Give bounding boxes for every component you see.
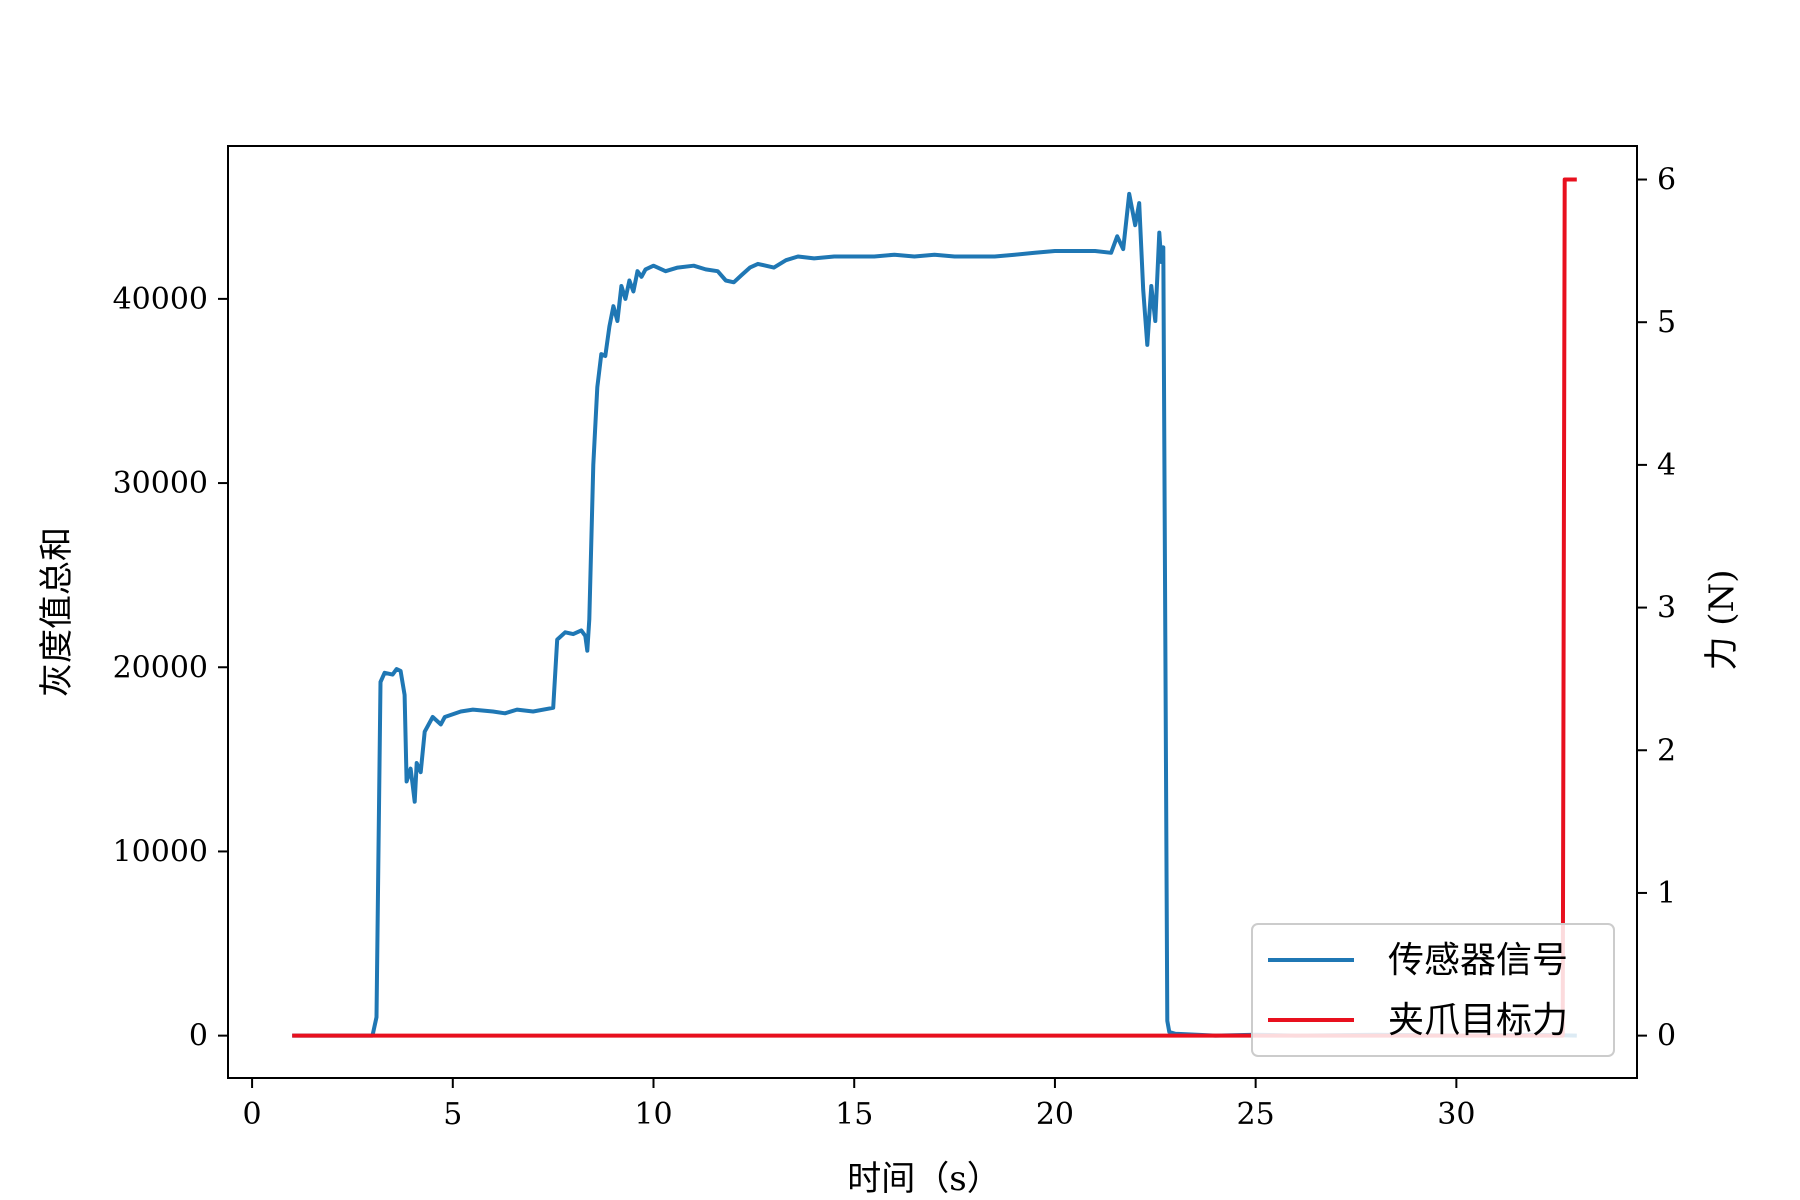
x-tick-label: 10 (634, 1097, 672, 1132)
x-tick-label: 15 (835, 1097, 873, 1132)
left-y-tick-label: 20000 (113, 650, 208, 685)
x-tick-label: 25 (1237, 1097, 1275, 1132)
left-y-axis-label: 灰度值总和 (37, 527, 77, 697)
x-tick-label: 0 (243, 1097, 262, 1132)
left-y-tick-label: 0 (189, 1019, 208, 1054)
x-tick-label: 20 (1036, 1097, 1074, 1132)
right-y-tick-label: 5 (1657, 305, 1676, 340)
left-y-tick-label: 10000 (113, 834, 208, 869)
right-y-tick-label: 1 (1657, 876, 1676, 911)
right-y-tick-label: 3 (1657, 591, 1676, 626)
series-line-sensor-signal (292, 191, 1577, 1038)
legend-label-sensor: 传感器信号 (1388, 940, 1568, 981)
right-y-axis-ticks: 0 1 2 3 4 5 6 (1637, 163, 1676, 1054)
left-y-tick-label: 30000 (113, 466, 208, 501)
series-line-gripper-force (292, 177, 1577, 1038)
legend-box (1251, 923, 1615, 1057)
x-axis-ticks: 0 5 10 15 20 25 30 (243, 1078, 1475, 1132)
x-tick-label: 5 (443, 1097, 462, 1132)
legend-label-gripper-force: 夹爪目标力 (1388, 1000, 1568, 1041)
x-tick-label: 30 (1437, 1097, 1475, 1132)
right-y-tick-label: 6 (1657, 163, 1676, 198)
right-y-axis-label: 力 (N) (1702, 569, 1742, 670)
left-y-tick-label: 40000 (113, 282, 208, 317)
series-layer (292, 177, 1577, 1038)
right-y-tick-label: 0 (1657, 1019, 1676, 1054)
x-axis-label: 时间（s） (847, 1159, 1000, 1199)
legend: 传感器信号 夹爪目标力 (1251, 923, 1615, 1057)
left-y-axis-ticks: 0 10000 20000 30000 40000 (113, 282, 228, 1054)
right-y-tick-label: 2 (1657, 733, 1676, 768)
plot-frame (227, 145, 1638, 1079)
right-y-tick-label: 4 (1657, 448, 1676, 483)
